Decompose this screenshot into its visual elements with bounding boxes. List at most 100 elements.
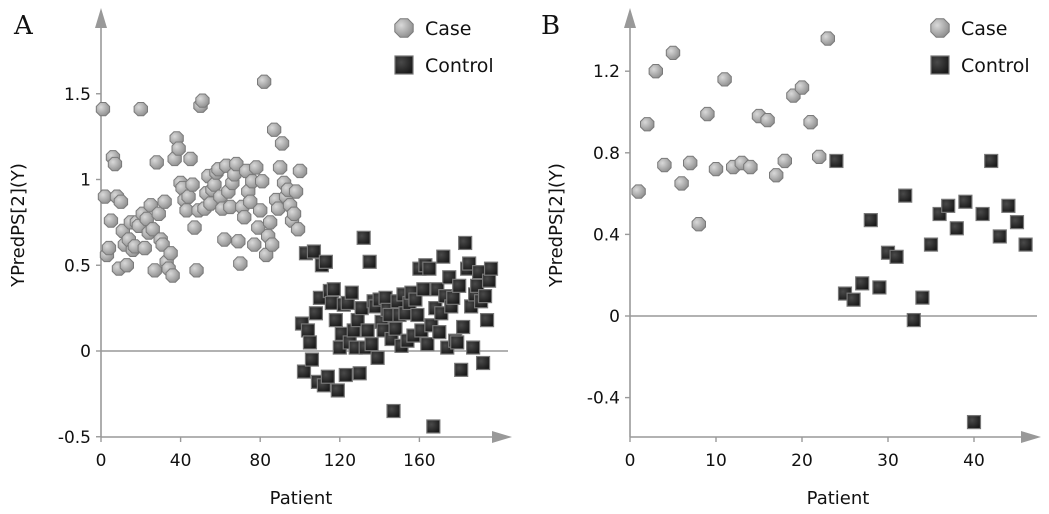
case-point	[743, 159, 758, 175]
control-point	[422, 261, 437, 276]
control-point	[344, 285, 359, 300]
control-point	[863, 213, 878, 228]
case-point	[163, 246, 178, 261]
case-point	[812, 149, 827, 164]
legend-control-label: Control	[961, 55, 1030, 77]
case-point	[103, 213, 119, 228]
case-point	[181, 189, 196, 204]
x-tick-label: 30	[877, 451, 899, 471]
control-point	[354, 301, 369, 316]
x-tick-label: 40	[170, 451, 192, 471]
y-tick-label: 1.5	[64, 85, 91, 105]
case-point	[113, 194, 129, 209]
control-point	[1009, 215, 1025, 230]
case-point	[243, 194, 258, 209]
control-point	[452, 278, 467, 293]
control-point	[446, 290, 461, 305]
case-point	[183, 151, 198, 167]
control-point	[436, 249, 451, 264]
x-axis-title: Patient	[270, 488, 333, 509]
x-tick-label: 40	[963, 451, 985, 471]
control-point	[898, 188, 913, 203]
case-point	[147, 263, 162, 278]
control-point	[975, 206, 990, 222]
x-tick-label: 80	[249, 451, 271, 471]
case-point	[149, 155, 164, 170]
case-point	[794, 80, 810, 95]
x-tick-label: 120	[324, 451, 356, 471]
y-tick-label: 0	[609, 307, 620, 327]
control-point	[450, 335, 465, 350]
control-point	[420, 337, 435, 352]
y-tick-label: 0	[80, 342, 91, 362]
case-point	[101, 240, 117, 256]
case-point	[171, 141, 186, 156]
x-axis-arrow	[1021, 431, 1041, 443]
case-point	[223, 199, 238, 215]
case-point	[133, 102, 148, 117]
control-point	[324, 295, 339, 311]
case-point	[769, 168, 784, 183]
legend-control-marker	[930, 55, 950, 75]
x-tick-label: 20	[791, 451, 813, 471]
legend-case-label: Case	[425, 18, 472, 40]
control-point	[370, 350, 385, 365]
case-point	[292, 163, 308, 179]
y-axis-arrow	[95, 8, 107, 28]
legend-control-marker	[394, 55, 414, 75]
control-point	[304, 352, 320, 367]
case-point	[717, 72, 732, 87]
case-point	[820, 31, 835, 46]
case-point	[683, 155, 698, 171]
control-point	[475, 355, 491, 371]
control-point	[906, 312, 921, 328]
case-point	[274, 136, 290, 151]
y-tick-label: 0.4	[593, 225, 620, 245]
control-point	[846, 292, 861, 307]
control-point	[362, 254, 377, 269]
case-point	[290, 222, 306, 237]
case-point	[255, 174, 270, 189]
control-point	[416, 282, 431, 297]
case-point	[179, 203, 194, 218]
control-point	[338, 367, 353, 383]
chart-panel-a: A-0.500.511.50 40 80 120 160PatientYPredPS[2…	[8, 8, 512, 509]
control-point	[308, 306, 324, 321]
x-tick-label: 0	[625, 451, 636, 471]
case-point	[267, 122, 282, 137]
control-point	[829, 153, 844, 169]
case-point	[95, 102, 111, 117]
case-point	[691, 217, 706, 232]
case-point	[137, 240, 152, 256]
case-point	[249, 160, 264, 175]
case-point	[151, 206, 166, 221]
case-point	[708, 162, 724, 177]
legend-case-marker	[930, 18, 950, 38]
legend-case-marker	[394, 18, 414, 38]
case-point	[253, 203, 268, 218]
case-point	[700, 106, 715, 122]
control-point	[378, 290, 393, 305]
series-case	[631, 31, 835, 232]
control-point	[410, 307, 425, 323]
case-point	[165, 268, 180, 283]
case-point	[97, 189, 113, 204]
control-point	[426, 419, 441, 434]
case-point	[288, 184, 304, 199]
case-point	[229, 156, 244, 172]
control-point	[984, 153, 999, 169]
x-tick-label: 0	[96, 451, 107, 471]
panel-label: A	[13, 11, 34, 41]
control-point	[454, 362, 469, 377]
x-axis-arrow	[492, 431, 512, 443]
case-point	[803, 115, 818, 130]
case-point	[674, 176, 689, 191]
case-point	[195, 93, 210, 108]
legend-control-label: Control	[425, 55, 494, 77]
control-point	[966, 414, 982, 430]
case-point	[271, 201, 286, 216]
series-case	[95, 74, 308, 283]
control-point	[352, 366, 367, 381]
